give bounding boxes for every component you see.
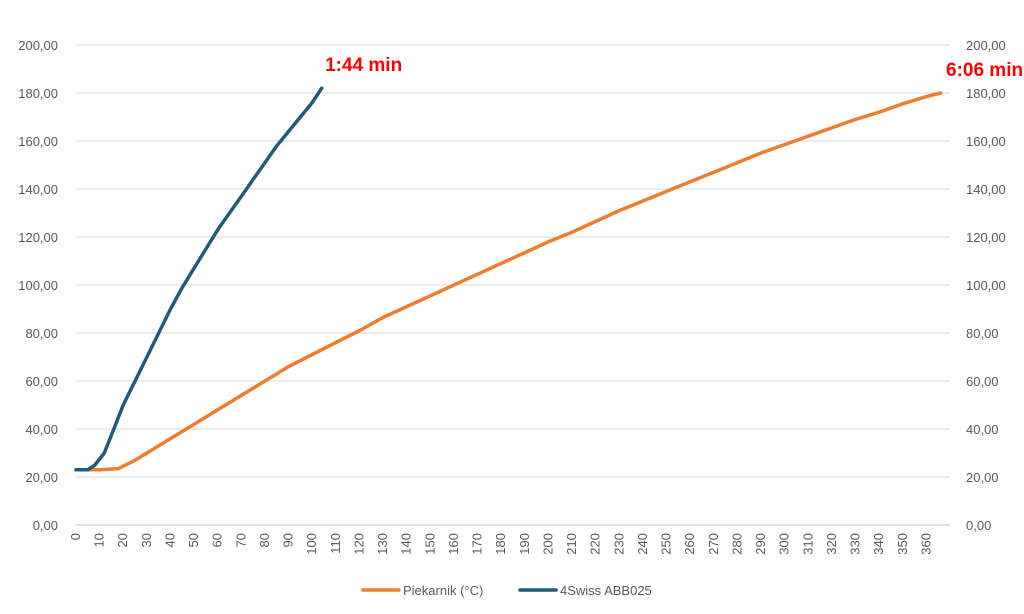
x-tick-label: 350 <box>895 533 910 555</box>
annotations: 1:44 min 6:06 min <box>325 55 1023 81</box>
y-tick-label-right: 140,00 <box>966 182 1006 197</box>
x-tick-label: 200 <box>540 533 555 555</box>
y-tick-label-right: 180,00 <box>966 86 1006 101</box>
y-tick-label-right: 120,00 <box>966 230 1006 245</box>
series-line-4swiss-abb025 <box>74 86 324 472</box>
x-tick-label: 310 <box>800 533 815 555</box>
x-tick-label: 190 <box>517 533 532 555</box>
legend-label: Piekarnik (°C) <box>403 583 483 598</box>
legend-label: 4Swiss ABB025 <box>560 583 652 598</box>
y-tick-label-right: 160,00 <box>966 134 1006 149</box>
x-tick-label: 20 <box>115 533 130 547</box>
y-tick-label-right: 40,00 <box>966 422 999 437</box>
x-tick-label: 220 <box>588 533 603 555</box>
y-tick-label-right: 0,00 <box>966 518 991 533</box>
series-lines <box>74 86 943 472</box>
x-tick-label: 340 <box>871 533 886 555</box>
x-tick-label: 10 <box>92 533 107 547</box>
x-axis: 0 10 20 30 40 50 60 70 80 90 100 110 120 130 140 150 160… <box>68 533 933 555</box>
y-tick-label-left: 100,00 <box>18 278 58 293</box>
y-tick-label-left: 120,00 <box>18 230 58 245</box>
gridlines <box>76 44 950 526</box>
x-tick-label: 160 <box>446 533 461 555</box>
y-tick-label-left: 200,00 <box>18 38 58 53</box>
x-tick-label: 40 <box>162 533 177 547</box>
x-tick-label: 150 <box>422 533 437 555</box>
y-tick-label-right: 60,00 <box>966 374 999 389</box>
series-line-piekarnik <box>74 91 943 472</box>
x-tick-label: 120 <box>351 533 366 555</box>
y-tick-label-left: 40,00 <box>25 422 58 437</box>
x-tick-label: 0 <box>68 533 83 540</box>
x-tick-label: 130 <box>375 533 390 555</box>
x-tick-label: 330 <box>848 533 863 555</box>
legend-item: 4Swiss ABB025 <box>518 583 652 598</box>
x-tick-label: 260 <box>682 533 697 555</box>
y-tick-label-left: 140,00 <box>18 182 58 197</box>
y-tick-label-left: 0,00 <box>33 518 58 533</box>
y-tick-label-right: 80,00 <box>966 326 999 341</box>
x-tick-label: 320 <box>824 533 839 555</box>
y-tick-label-right: 200,00 <box>966 38 1006 53</box>
y-tick-label-right: 100,00 <box>966 278 1006 293</box>
x-tick-label: 100 <box>304 533 319 555</box>
y-axis-left: 0,00 20,00 40,00 60,00 80,00 100,00 120,00 140,… <box>18 38 58 533</box>
x-tick-label: 360 <box>918 533 933 555</box>
y-tick-label-left: 160,00 <box>18 134 58 149</box>
x-tick-label: 90 <box>281 533 296 547</box>
x-tick-label: 230 <box>611 533 626 555</box>
legend: Piekarnik (°C) 4Swiss ABB025 <box>361 583 652 598</box>
x-tick-label: 250 <box>659 533 674 555</box>
x-tick-label: 50 <box>186 533 201 547</box>
x-tick-label: 300 <box>777 533 792 555</box>
x-tick-label: 70 <box>233 533 248 547</box>
x-tick-label: 270 <box>706 533 721 555</box>
x-tick-label: 30 <box>139 533 154 547</box>
x-tick-label: 140 <box>399 533 414 555</box>
y-tick-label-left: 20,00 <box>25 470 58 485</box>
x-tick-label: 80 <box>257 533 272 547</box>
y-tick-label-left: 180,00 <box>18 86 58 101</box>
x-tick-label: 60 <box>210 533 225 547</box>
y-tick-label-left: 80,00 <box>25 326 58 341</box>
x-tick-label: 280 <box>729 533 744 555</box>
annotation-label: 6:06 min <box>946 60 1023 81</box>
y-tick-label-left: 60,00 <box>25 374 58 389</box>
x-tick-label: 170 <box>470 533 485 555</box>
x-tick-label: 210 <box>564 533 579 555</box>
x-tick-label: 110 <box>328 533 343 554</box>
y-tick-label-right: 20,00 <box>966 470 999 485</box>
x-tick-label: 180 <box>493 533 508 555</box>
x-tick-label: 290 <box>753 533 768 555</box>
y-axis-right: 0,00 20,00 40,00 60,00 80,00 100,00 120,00 140,… <box>966 38 1006 533</box>
legend-item: Piekarnik (°C) <box>361 583 483 598</box>
x-tick-label: 240 <box>635 533 650 555</box>
annotation-label: 1:44 min <box>325 55 402 76</box>
